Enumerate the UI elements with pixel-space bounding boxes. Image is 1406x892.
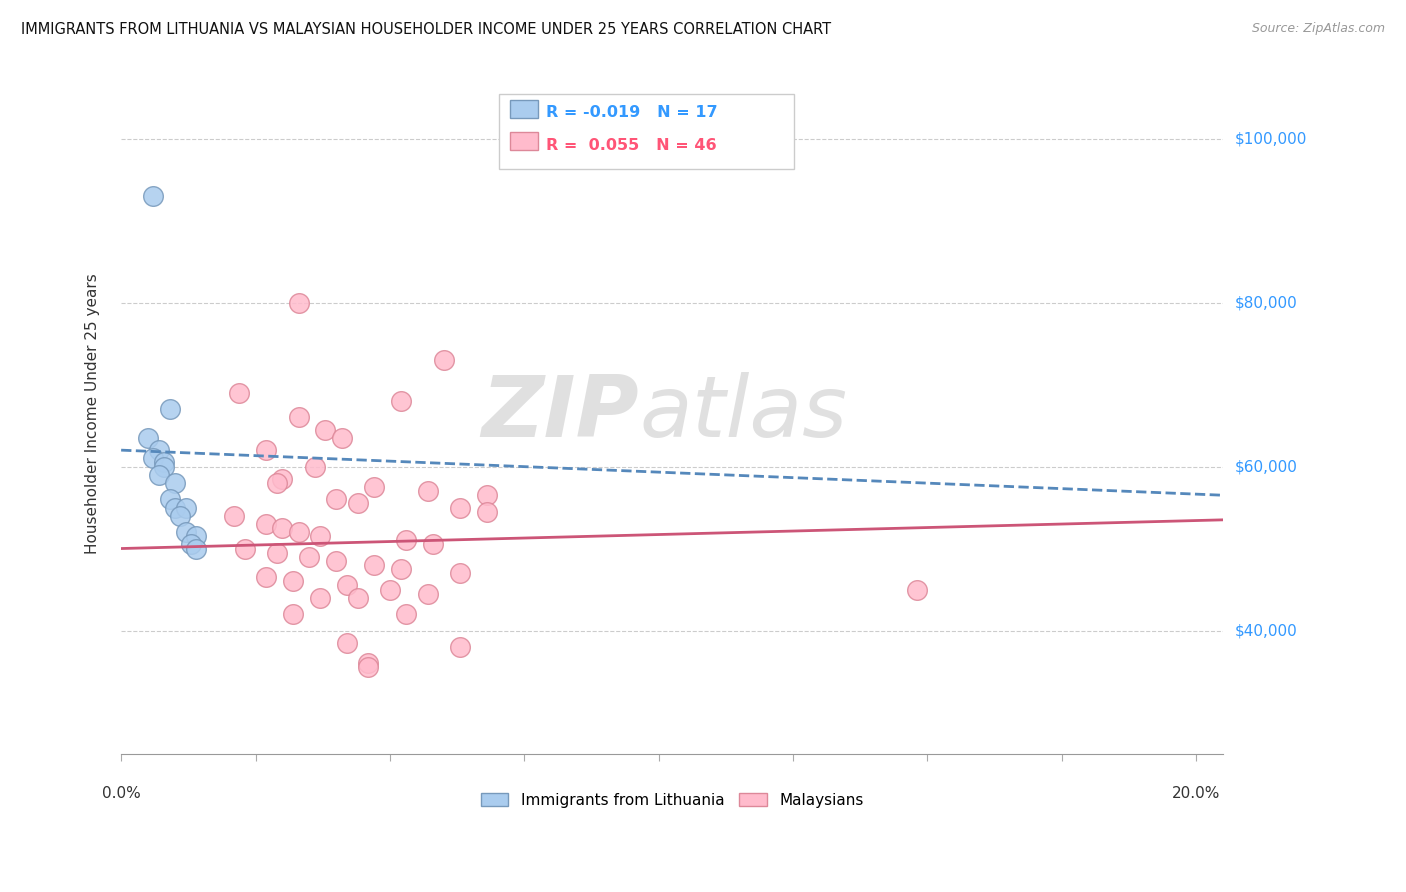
Legend: Immigrants from Lithuania, Malaysians: Immigrants from Lithuania, Malaysians (475, 787, 870, 814)
Point (169, 508, 191, 523)
Text: atlas: atlas (640, 372, 846, 455)
Text: 20.0%: 20.0% (1173, 787, 1220, 801)
Point (153, 455, 176, 469)
Point (271, 521, 294, 535)
Point (298, 549, 321, 564)
Point (159, 402, 181, 417)
Point (449, 640, 471, 654)
Text: $60,000: $60,000 (1234, 459, 1298, 474)
Point (287, 525, 309, 540)
Point (357, 660, 380, 674)
Text: 0.0%: 0.0% (101, 787, 141, 801)
Point (336, 578, 359, 592)
Text: R = -0.019   N = 17: R = -0.019 N = 17 (546, 105, 717, 120)
Point (346, 591, 368, 605)
Point (309, 529, 332, 543)
Point (346, 496, 368, 510)
Point (287, 410, 309, 425)
Point (254, 516, 277, 531)
Point (159, 492, 181, 507)
Point (475, 505, 498, 519)
Point (186, 541, 208, 556)
Text: $80,000: $80,000 (1234, 295, 1296, 310)
Point (148, 467, 170, 482)
Point (180, 537, 202, 551)
Point (416, 484, 439, 499)
Point (271, 472, 294, 486)
Text: Source: ZipAtlas.com: Source: ZipAtlas.com (1251, 22, 1385, 36)
Point (136, 431, 159, 445)
Point (142, 189, 165, 203)
Point (363, 558, 385, 572)
Point (254, 570, 277, 584)
Point (254, 443, 277, 458)
Point (186, 529, 208, 543)
Point (449, 566, 471, 581)
Point (148, 443, 170, 458)
Point (142, 451, 165, 466)
Point (153, 459, 176, 474)
Text: R =  0.055   N = 46: R = 0.055 N = 46 (546, 138, 716, 153)
Point (309, 591, 332, 605)
Point (395, 533, 418, 548)
Point (222, 508, 245, 523)
Text: IMMIGRANTS FROM LITHUANIA VS MALAYSIAN HOUSEHOLDER INCOME UNDER 25 YEARS CORRELA: IMMIGRANTS FROM LITHUANIA VS MALAYSIAN H… (21, 22, 831, 37)
Point (330, 431, 353, 445)
Point (233, 541, 256, 556)
Point (422, 537, 444, 551)
Point (433, 353, 456, 368)
Point (389, 393, 412, 408)
Point (283, 574, 305, 589)
Point (325, 492, 347, 507)
Point (287, 295, 309, 310)
Point (283, 607, 305, 621)
Point (475, 488, 498, 502)
Point (266, 475, 288, 490)
Text: $100,000: $100,000 (1234, 131, 1306, 146)
Point (905, 582, 928, 597)
Point (449, 500, 471, 515)
Text: ZIP: ZIP (481, 372, 640, 455)
Point (363, 480, 385, 494)
Point (266, 546, 288, 560)
Point (174, 525, 197, 540)
Point (378, 582, 401, 597)
Point (357, 657, 380, 671)
Point (314, 423, 336, 437)
Point (304, 459, 326, 474)
Text: $40,000: $40,000 (1234, 623, 1296, 638)
Point (325, 554, 347, 568)
Point (395, 607, 418, 621)
Point (163, 475, 186, 490)
Point (336, 636, 359, 650)
Point (163, 500, 186, 515)
Point (416, 587, 439, 601)
Point (174, 500, 197, 515)
Point (389, 562, 412, 576)
Y-axis label: Householder Income Under 25 years: Householder Income Under 25 years (86, 273, 100, 554)
Point (228, 385, 250, 400)
